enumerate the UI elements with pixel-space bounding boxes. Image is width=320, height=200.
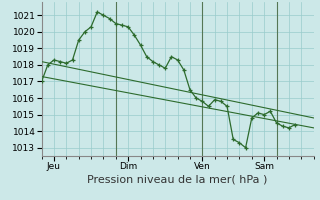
X-axis label: Pression niveau de la mer( hPa ): Pression niveau de la mer( hPa ): [87, 174, 268, 184]
